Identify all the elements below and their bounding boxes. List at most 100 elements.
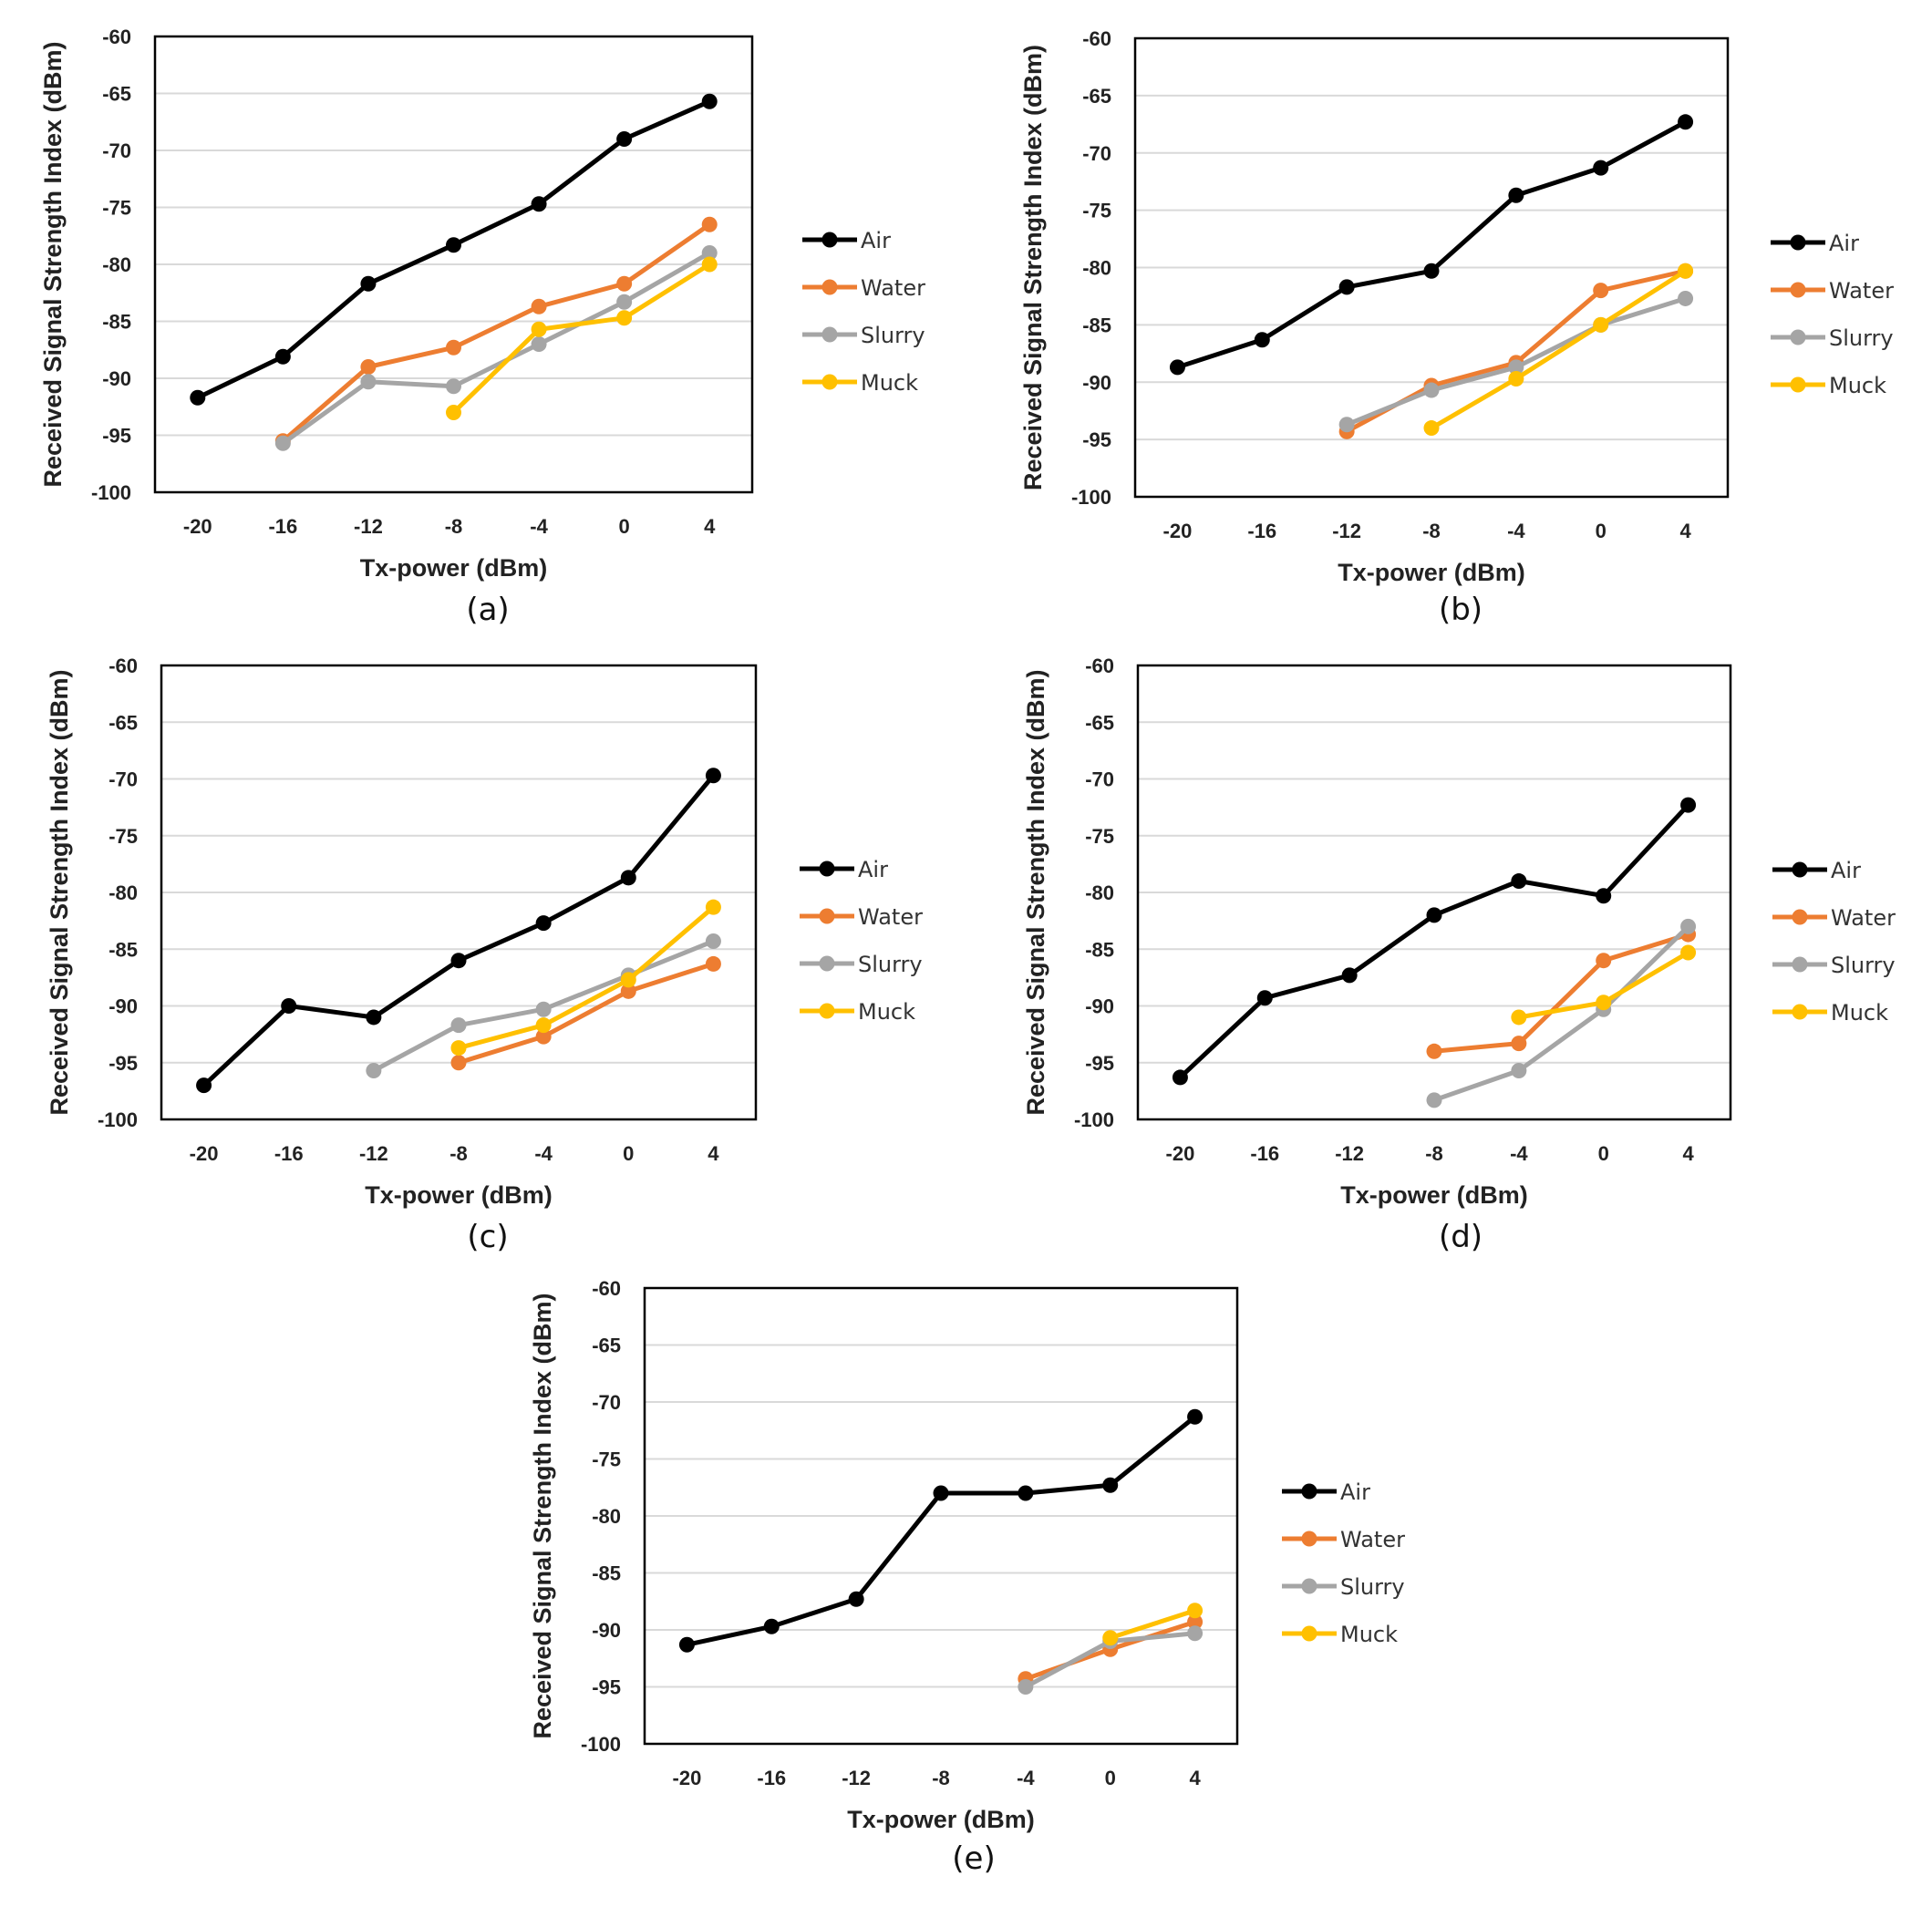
data-point-air bbox=[1596, 888, 1612, 904]
legend-marker-water bbox=[821, 279, 838, 295]
data-point-air bbox=[1341, 967, 1358, 984]
y-axis-title: Received Signal Strength Index (dBm) bbox=[529, 1293, 556, 1738]
x-tick-label: -16 bbox=[274, 1142, 304, 1165]
y-tick-label: -65 bbox=[108, 711, 138, 734]
series-water bbox=[274, 216, 718, 449]
data-point-slurry bbox=[1426, 1092, 1442, 1108]
series-muck bbox=[450, 899, 721, 1057]
data-point-muck bbox=[1508, 370, 1524, 387]
series-muck bbox=[1102, 1603, 1204, 1646]
x-tick-label: -20 bbox=[190, 1142, 219, 1165]
y-tick-label: -85 bbox=[108, 938, 138, 961]
y-tick-label: -95 bbox=[592, 1676, 621, 1699]
data-point-air bbox=[1102, 1477, 1119, 1493]
panel-caption: (b) bbox=[1439, 592, 1483, 628]
series-line-air bbox=[1174, 119, 1689, 370]
x-axis-title: Tx-power (dBm) bbox=[1338, 559, 1525, 586]
data-point-air bbox=[933, 1485, 949, 1501]
data-point-water bbox=[531, 298, 547, 314]
legend-label-water: Water bbox=[1829, 278, 1894, 304]
x-tick-label: -4 bbox=[1507, 520, 1525, 542]
data-point-air bbox=[1338, 279, 1355, 295]
data-point-muck bbox=[450, 1040, 467, 1057]
y-tick-label: -80 bbox=[102, 253, 131, 276]
series-line-slurry bbox=[1431, 923, 1691, 1103]
data-point-muck bbox=[1102, 1630, 1119, 1646]
y-tick-label: -80 bbox=[108, 881, 138, 904]
y-tick-label: -80 bbox=[1085, 881, 1114, 904]
y-axis-title: Received Signal Strength Index (dBm) bbox=[1022, 669, 1049, 1115]
x-tick-label: 0 bbox=[1105, 1767, 1116, 1789]
data-point-slurry bbox=[446, 378, 461, 395]
legend-marker-muck bbox=[819, 1003, 835, 1019]
data-point-slurry bbox=[705, 933, 721, 950]
legend-marker-water bbox=[819, 908, 835, 924]
y-tick-label: -95 bbox=[1082, 428, 1111, 451]
legend-marker-water bbox=[1790, 282, 1806, 298]
series-line-muck bbox=[456, 904, 716, 1051]
y-tick-label: -90 bbox=[108, 995, 138, 1018]
series-air bbox=[196, 768, 721, 1094]
legend-label-water: Water bbox=[861, 275, 925, 301]
y-tick-label: -65 bbox=[102, 83, 131, 106]
legend: Air Water Slurry Muck bbox=[800, 857, 923, 1025]
y-axis-title: Received Signal Strength Index (dBm) bbox=[46, 669, 73, 1115]
y-tick-label: -95 bbox=[108, 1052, 138, 1075]
data-point-air bbox=[190, 389, 206, 406]
series-muck bbox=[1423, 263, 1694, 437]
x-tick-label: -16 bbox=[268, 515, 297, 538]
y-tick-label: -85 bbox=[1085, 938, 1114, 961]
series-line-muck bbox=[1108, 1608, 1198, 1641]
panel-caption: (c) bbox=[467, 1219, 508, 1255]
x-tick-label: 4 bbox=[704, 515, 716, 538]
data-point-slurry bbox=[360, 374, 377, 390]
x-tick-label: -20 bbox=[1163, 520, 1193, 542]
x-axis-title: Tx-power (dBm) bbox=[360, 554, 548, 582]
y-tick-label: -85 bbox=[102, 311, 131, 334]
x-tick-label: 0 bbox=[1598, 1142, 1609, 1165]
legend-marker-muck bbox=[1301, 1625, 1317, 1642]
data-point-slurry bbox=[366, 1062, 382, 1078]
plot-frame bbox=[643, 1286, 1239, 1746]
legend-label-muck: Muck bbox=[858, 999, 915, 1025]
x-tick-label: -4 bbox=[534, 1142, 553, 1165]
x-axis-title: Tx-power (dBm) bbox=[365, 1181, 553, 1209]
x-tick-label: 4 bbox=[708, 1142, 719, 1165]
x-tick-label: -8 bbox=[932, 1767, 950, 1789]
data-point-water bbox=[701, 216, 718, 232]
x-tick-label: -8 bbox=[1425, 1142, 1443, 1165]
plot-frame bbox=[1133, 36, 1730, 499]
data-point-air bbox=[1508, 187, 1524, 203]
panel-caption: (d) bbox=[1439, 1219, 1483, 1255]
data-point-slurry bbox=[616, 294, 633, 310]
legend-label-air: Air bbox=[858, 857, 888, 882]
plot-frame bbox=[1136, 664, 1732, 1121]
x-tick-label: -12 bbox=[1332, 520, 1361, 542]
x-tick-label: 0 bbox=[1596, 520, 1607, 542]
y-tick-label: -75 bbox=[592, 1448, 621, 1471]
data-point-muck bbox=[1187, 1603, 1204, 1619]
legend-label-air: Air bbox=[1831, 858, 1861, 883]
legend-label-slurry: Slurry bbox=[861, 323, 925, 348]
series-line-air bbox=[201, 773, 716, 1088]
legend-marker-air bbox=[819, 861, 835, 877]
legend: Air Water Slurry Muck bbox=[1771, 231, 1894, 398]
legend-marker-slurry bbox=[819, 955, 835, 972]
legend-label-slurry: Slurry bbox=[1340, 1574, 1405, 1600]
data-point-muck bbox=[701, 256, 718, 273]
legend-marker-air bbox=[1301, 1483, 1317, 1500]
series-line-muck bbox=[451, 262, 712, 415]
x-tick-label: 4 bbox=[1679, 520, 1691, 542]
data-point-muck bbox=[1511, 1009, 1527, 1026]
data-point-air bbox=[196, 1077, 212, 1094]
data-point-air bbox=[1423, 263, 1440, 279]
data-point-air bbox=[446, 237, 461, 253]
data-point-water bbox=[446, 339, 461, 356]
data-point-slurry bbox=[1680, 918, 1697, 934]
legend-marker-slurry bbox=[1792, 956, 1808, 973]
data-point-muck bbox=[1596, 995, 1612, 1011]
y-tick-label: -95 bbox=[102, 425, 131, 448]
x-tick-label: -12 bbox=[1335, 1142, 1364, 1165]
data-point-water bbox=[1593, 283, 1609, 299]
